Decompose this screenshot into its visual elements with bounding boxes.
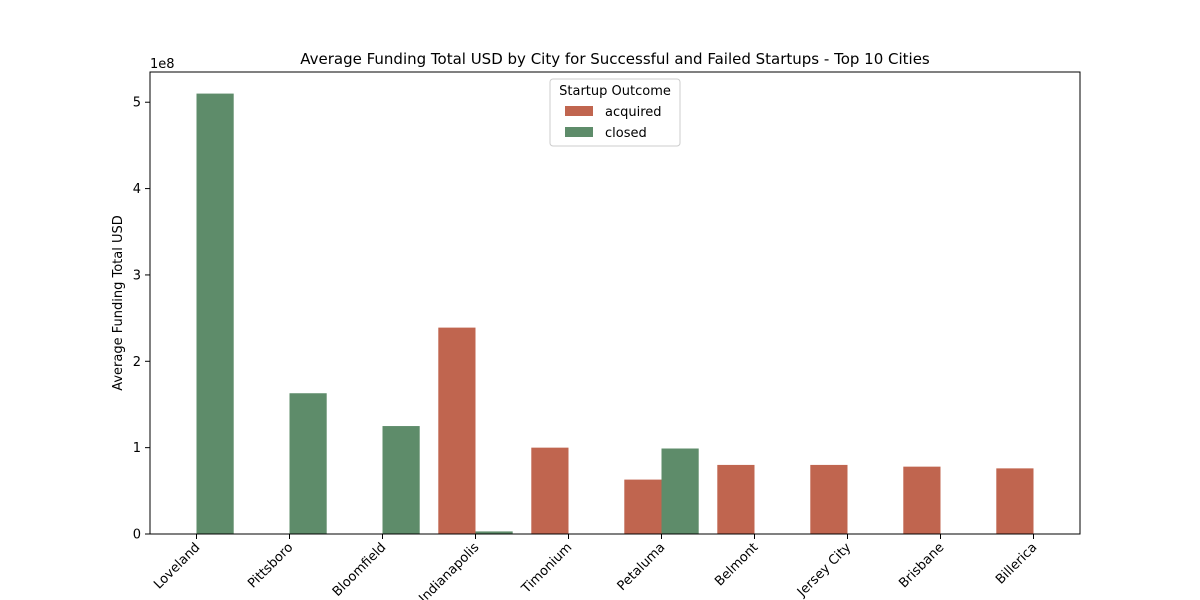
x-tick-label-brisbane: Brisbane: [896, 540, 947, 591]
plot-frame: [149, 71, 1081, 535]
y-tick-label: 2: [133, 355, 141, 370]
bar-acquired-petaluma: [624, 479, 662, 534]
x-tick-label-jersey-city: Jersey City: [794, 540, 854, 600]
y-offset-label: 1e8: [150, 57, 175, 72]
bar-acquired-timonium: [531, 447, 569, 534]
bar-acquired-billerica: [996, 468, 1034, 534]
legend-swatch-acquired: [565, 106, 593, 116]
x-tick-label-belmont: Belmont: [712, 540, 761, 589]
x-tick-label-petaluma: Petaluma: [615, 540, 669, 594]
bar-closed-pittsboro: [289, 393, 327, 534]
x-ticks-group: Loveland Pittsboro Bloomfield Indianapolis T…: [151, 534, 1040, 600]
legend[interactable]: Startup Outcome acquired closed: [549, 78, 681, 147]
chart-title: Average Funding Total USD by City for Su…: [300, 50, 930, 68]
x-tick-label-pittsboro: Pittsboro: [245, 540, 296, 591]
bars-group: [196, 93, 1034, 535]
legend-label-acquired: acquired: [605, 105, 662, 120]
y-tick-label: 3: [133, 268, 141, 283]
legend-swatch-closed: [565, 127, 593, 137]
y-ticks-group: 0 1 2 3 4 5: [133, 96, 150, 543]
legend-title: Startup Outcome: [559, 84, 671, 99]
bar-closed-petaluma: [661, 448, 699, 534]
bar-closed-indianapolis: [475, 531, 513, 534]
bar-closed-loveland: [196, 93, 234, 535]
legend-label-closed: closed: [605, 126, 647, 141]
bar-acquired-brisbane: [903, 466, 941, 534]
x-tick-label-indianapolis: Indianapolis: [416, 540, 482, 600]
y-tick-label: 1: [133, 441, 141, 456]
y-tick-label: 4: [133, 182, 141, 197]
bar-acquired-jersey-city: [810, 464, 848, 534]
bar-closed-bloomfield: [382, 426, 420, 534]
y-tick-label: 0: [133, 528, 141, 543]
x-tick-label-loveland: Loveland: [151, 540, 203, 592]
bar-acquired-belmont: [717, 464, 755, 534]
y-tick-label: 5: [133, 96, 141, 111]
x-tick-label-billerica: Billerica: [993, 540, 1040, 587]
bar-acquired-indianapolis: [438, 327, 476, 534]
y-axis-label: Average Funding Total USD: [111, 215, 126, 391]
x-tick-label-bloomfield: Bloomfield: [330, 540, 390, 600]
x-tick-label-timonium: Timonium: [518, 540, 575, 597]
